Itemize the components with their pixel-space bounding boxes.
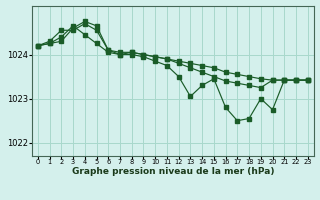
X-axis label: Graphe pression niveau de la mer (hPa): Graphe pression niveau de la mer (hPa)	[72, 167, 274, 176]
